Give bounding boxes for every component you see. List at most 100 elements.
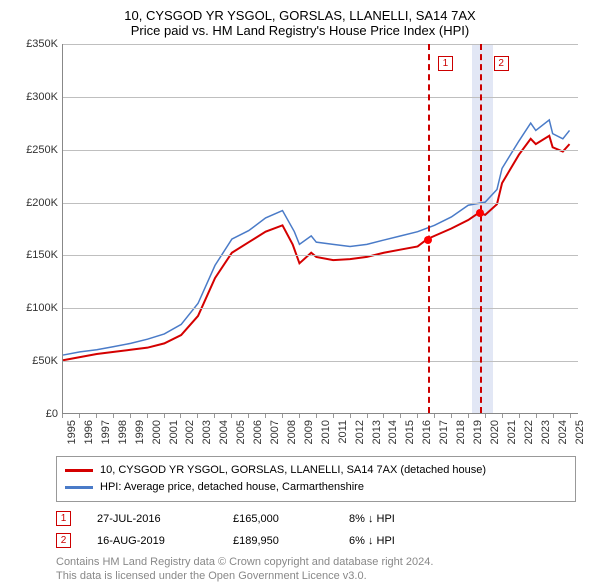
chart-subtitle: Price paid vs. HM Land Registry's House … [14, 23, 586, 38]
x-tick-label: 2000 [151, 420, 163, 444]
x-tick-label: 2005 [235, 420, 247, 444]
y-tick-label: £50K [32, 355, 58, 367]
x-tick-label: 2023 [540, 420, 552, 444]
y-tick-label: £0 [46, 408, 58, 420]
x-tick-label: 2003 [201, 420, 213, 444]
x-tick-label: 1997 [100, 420, 112, 444]
x-tick-label: 2012 [354, 420, 366, 444]
x-tick-label: 2025 [574, 420, 586, 444]
x-tick-label: 2016 [421, 420, 433, 444]
x-tick-mark [130, 414, 131, 418]
legend-label-hpi: HPI: Average price, detached house, Carm… [100, 479, 364, 496]
x-tick-mark [96, 414, 97, 418]
x-tick-label: 2011 [337, 420, 349, 444]
gridline [63, 361, 578, 362]
x-tick-mark [417, 414, 418, 418]
gridline [63, 150, 578, 151]
x-tick-mark [79, 414, 80, 418]
x-tick-mark [214, 414, 215, 418]
event-row: 1 27-JUL-2016 £165,000 8% ↓ HPI [56, 511, 576, 526]
legend-swatch-hpi [65, 486, 93, 489]
x-tick-mark [468, 414, 469, 418]
event-marker-2: 2 [56, 533, 71, 548]
marker-label: 1 [438, 56, 453, 71]
event-pct: 6% ↓ HPI [349, 535, 449, 547]
x-tick-mark [485, 414, 486, 418]
gridline [63, 203, 578, 204]
marker-dot [476, 209, 484, 217]
x-tick-label: 2017 [438, 420, 450, 444]
event-row: 2 16-AUG-2019 £189,950 6% ↓ HPI [56, 533, 576, 548]
x-tick-mark [434, 414, 435, 418]
legend-swatch-property [65, 469, 93, 472]
event-price: £189,950 [233, 535, 323, 547]
x-tick-label: 2004 [218, 420, 230, 444]
y-tick-label: £200K [26, 197, 58, 209]
event-table: 1 27-JUL-2016 £165,000 8% ↓ HPI 2 16-AUG… [56, 511, 576, 548]
x-tick-label: 2014 [387, 420, 399, 444]
x-tick-label: 1998 [117, 420, 129, 444]
x-tick-label: 2024 [557, 420, 569, 444]
x-tick-mark [451, 414, 452, 418]
x-tick-mark [333, 414, 334, 418]
chart-container: 10, CYSGOD YR YSGOL, GORSLAS, LLANELLI, … [0, 0, 600, 560]
x-tick-mark [367, 414, 368, 418]
x-tick-mark [502, 414, 503, 418]
series-property [63, 136, 570, 360]
x-tick-label: 2021 [506, 420, 518, 444]
x-tick-label: 2013 [371, 420, 383, 444]
x-tick-label: 2006 [252, 420, 264, 444]
event-date: 27-JUL-2016 [97, 513, 207, 525]
x-tick-mark [164, 414, 165, 418]
event-date: 16-AUG-2019 [97, 535, 207, 547]
x-tick-mark [180, 414, 181, 418]
y-tick-label: £350K [26, 38, 58, 50]
y-tick-label: £150K [26, 249, 58, 261]
x-tick-label: 2018 [455, 420, 467, 444]
footer-line-2: This data is licensed under the Open Gov… [56, 569, 586, 583]
gridline [63, 44, 578, 45]
x-tick-mark [113, 414, 114, 418]
x-tick-label: 2019 [472, 420, 484, 444]
x-tick-mark [536, 414, 537, 418]
x-tick-label: 2015 [404, 420, 416, 444]
series-hpi [63, 120, 570, 355]
x-tick-label: 2022 [523, 420, 535, 444]
x-tick-mark [147, 414, 148, 418]
chart-canvas: 12 [62, 44, 578, 414]
x-tick-label: 2020 [489, 420, 501, 444]
x-tick-mark [519, 414, 520, 418]
x-tick-mark [299, 414, 300, 418]
x-tick-mark [383, 414, 384, 418]
x-tick-label: 1996 [83, 420, 95, 444]
x-tick-label: 1999 [134, 420, 146, 444]
x-tick-mark [350, 414, 351, 418]
footer: Contains HM Land Registry data © Crown c… [56, 555, 586, 583]
x-tick-label: 2008 [286, 420, 298, 444]
x-tick-mark [316, 414, 317, 418]
event-pct: 8% ↓ HPI [349, 513, 449, 525]
marker-vline [428, 44, 430, 413]
marker-label: 2 [494, 56, 509, 71]
event-marker-1: 1 [56, 511, 71, 526]
footer-line-1: Contains HM Land Registry data © Crown c… [56, 555, 586, 569]
x-tick-label: 2007 [269, 420, 281, 444]
legend-label-property: 10, CYSGOD YR YSGOL, GORSLAS, LLANELLI, … [100, 462, 486, 479]
y-tick-label: £100K [26, 302, 58, 314]
y-tick-label: £250K [26, 144, 58, 156]
x-tick-mark [265, 414, 266, 418]
chart-title: 10, CYSGOD YR YSGOL, GORSLAS, LLANELLI, … [14, 8, 586, 23]
x-tick-mark [400, 414, 401, 418]
x-tick-mark [231, 414, 232, 418]
x-tick-mark [282, 414, 283, 418]
event-price: £165,000 [233, 513, 323, 525]
x-tick-mark [553, 414, 554, 418]
x-tick-mark [570, 414, 571, 418]
gridline [63, 97, 578, 98]
x-tick-mark [248, 414, 249, 418]
line-series-svg [63, 44, 578, 413]
x-tick-label: 2002 [184, 420, 196, 444]
legend-row-hpi: HPI: Average price, detached house, Carm… [65, 479, 567, 496]
plot-area: £0£50K£100K£150K£200K£250K£300K£350K 12 … [18, 44, 578, 414]
gridline [63, 255, 578, 256]
